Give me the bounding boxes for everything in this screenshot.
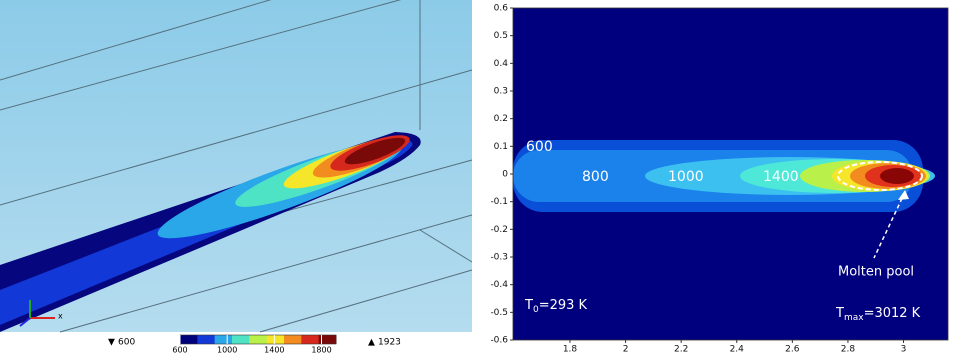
page: {"left_panel": {"colorbar": {"lim": [600…: [0, 0, 953, 354]
x-tick-label: 2.8: [841, 345, 856, 354]
y-tick-label: 0.4: [494, 59, 509, 69]
colorbar-swatch: [197, 335, 215, 344]
y-tick-label: -0.3: [490, 253, 508, 263]
contour-label: 800: [582, 169, 609, 185]
figure: x ▼ 600 ▲ 1923 600 1000 1400 1800 600 800 1…: [0, 0, 953, 354]
label-text: =3012 K: [864, 306, 921, 321]
pool-label: Molten pool: [838, 265, 914, 280]
y-tick-label: -0.2: [490, 225, 508, 235]
x-tick-label: 2: [623, 345, 629, 354]
colorbar-swatch: [284, 335, 302, 344]
subscript: max: [844, 313, 864, 323]
y-tick-label: -0.5: [490, 308, 508, 318]
y-tick-label: -0.4: [490, 280, 508, 290]
colorbar: 600 1000 1400 1800: [172, 335, 336, 354]
colorbar-swatch: [301, 335, 319, 344]
colorbar-swatch: [180, 335, 198, 344]
colorbar-min: 600: [118, 338, 135, 348]
max-marker: ▲: [368, 338, 375, 348]
y-tick-label: -0.6: [490, 336, 508, 346]
colorbar-tick-label: 1800: [311, 346, 331, 354]
y-tick-label: 0.6: [494, 4, 509, 14]
colorbar-tick-label: 1000: [217, 346, 237, 354]
contour-label: 600: [526, 139, 553, 155]
y-tick-label: 0.3: [494, 87, 508, 97]
label-text: =293 K: [539, 298, 588, 313]
x-tick-label: 2.6: [785, 345, 800, 354]
x-tick-label: 2.4: [730, 345, 745, 354]
colorbar-max: 1923: [378, 338, 401, 348]
colorbar-tick-label: 1400: [264, 346, 284, 354]
axis-label: x: [58, 312, 63, 321]
y-tick-label: 0.5: [494, 31, 508, 41]
y-tick-label: 0.2: [494, 114, 508, 124]
x-tick-label: 2.2: [674, 345, 688, 354]
contour-plot: 600 800 1000 1400 Molten pool T 0 =293 K T…: [490, 4, 948, 354]
colorbar-swatch: [267, 335, 285, 344]
min-marker: ▼: [108, 338, 115, 348]
colorbar-tick-label: 600: [172, 346, 187, 354]
y-tick-label: -0.1: [490, 197, 508, 207]
x-tick-label: 3: [901, 345, 907, 354]
contour-label: 1400: [763, 169, 799, 185]
contour-label: 1000: [668, 169, 704, 185]
contour-region: [880, 168, 914, 184]
x-tick-label: 1.8: [563, 345, 578, 354]
y-tick-label: 0: [502, 170, 508, 180]
render-view: x ▼ 600 ▲ 1923 600 1000 1400 1800: [0, 0, 472, 354]
colorbar-swatch: [232, 335, 250, 344]
colorbar-swatch: [215, 335, 233, 344]
symbol: T: [835, 306, 844, 321]
y-tick-label: 0.1: [494, 142, 508, 152]
symbol: T: [524, 298, 533, 313]
colorbar-swatch: [249, 335, 267, 344]
